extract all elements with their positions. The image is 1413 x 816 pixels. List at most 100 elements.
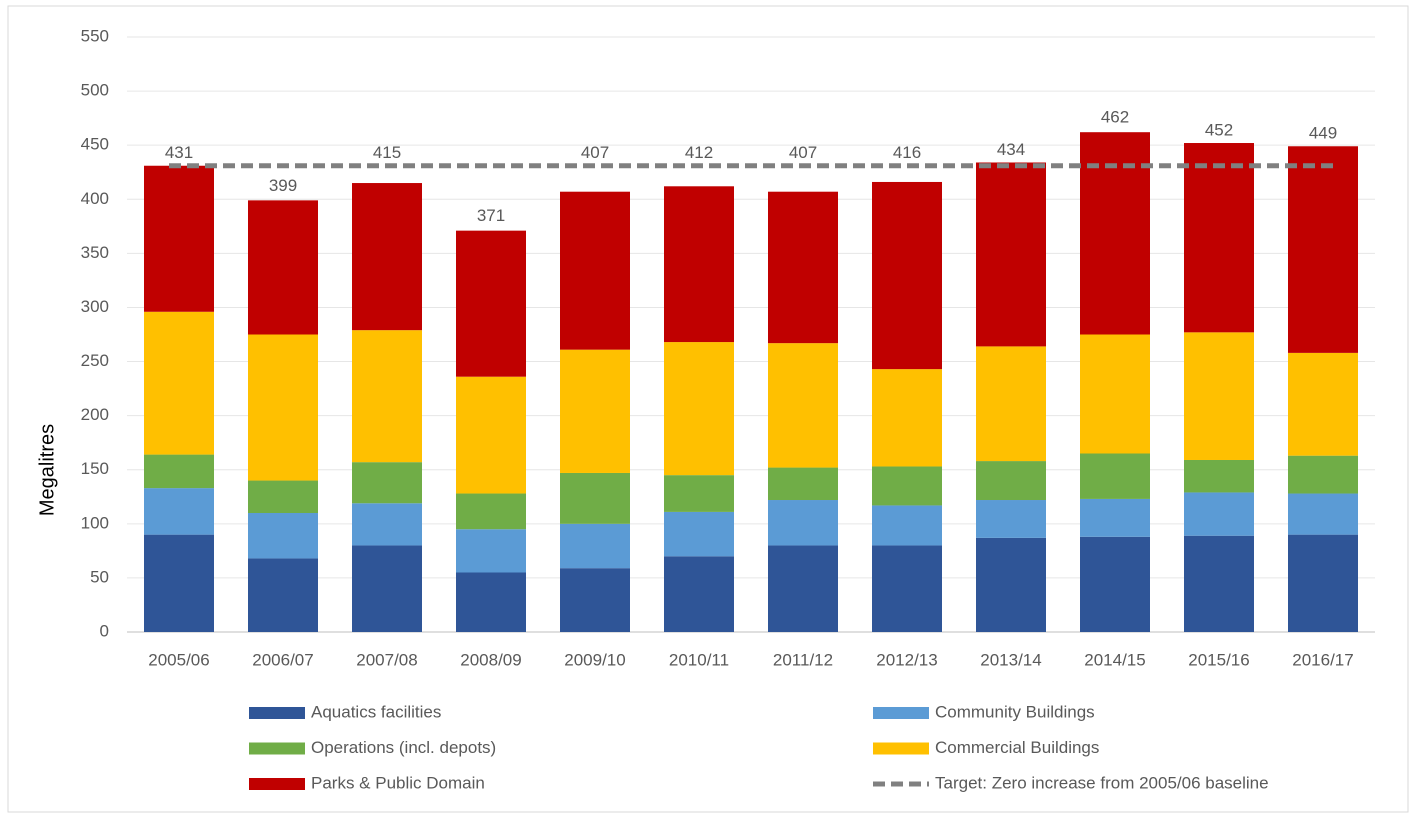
bar-segment — [1080, 132, 1150, 335]
bar-segment — [144, 165, 214, 312]
x-tick-label: 2010/11 — [669, 650, 729, 669]
bar-segment — [1288, 352, 1358, 456]
legend-label: Parks & Public Domain — [311, 773, 485, 792]
bar-segment — [248, 558, 318, 632]
bar-segment — [144, 454, 214, 489]
legend-swatch — [873, 707, 929, 719]
total-label: 449 — [1309, 124, 1337, 143]
y-tick-label: 350 — [81, 243, 109, 262]
total-label: 412 — [685, 143, 713, 162]
bar-segment — [768, 467, 838, 501]
y-tick-label: 300 — [81, 297, 109, 316]
bar-segment — [976, 461, 1046, 501]
y-tick-label: 150 — [81, 459, 109, 478]
bar-segment — [976, 500, 1046, 538]
bar-segment — [144, 488, 214, 535]
total-label: 452 — [1205, 121, 1233, 140]
total-label: 431 — [165, 143, 193, 162]
bar-segment — [1184, 492, 1254, 536]
total-label: 462 — [1101, 108, 1129, 127]
bar-segment — [872, 545, 942, 632]
total-label: 415 — [373, 143, 401, 162]
x-tick-label: 2014/15 — [1084, 650, 1145, 669]
bar-segment — [1288, 146, 1358, 353]
legend-swatch — [249, 707, 305, 719]
y-tick-label: 550 — [81, 26, 109, 45]
y-tick-label: 450 — [81, 135, 109, 154]
x-tick-label: 2016/17 — [1292, 650, 1353, 669]
bar-segment — [1080, 453, 1150, 499]
bar-segment — [456, 572, 526, 632]
bar-segment — [664, 342, 734, 476]
total-label: 416 — [893, 143, 921, 162]
x-tick-label: 2006/07 — [252, 650, 313, 669]
y-tick-label: 250 — [81, 351, 109, 370]
total-label: 399 — [269, 176, 297, 195]
bar-segment — [352, 462, 422, 504]
bar-segment — [248, 334, 318, 481]
y-axis-label: Megalitres — [36, 424, 58, 516]
legend-label: Target: Zero increase from 2005/06 basel… — [935, 773, 1269, 792]
bar-segment — [768, 545, 838, 632]
bar-segment — [768, 500, 838, 546]
bar-segment — [976, 162, 1046, 347]
total-label: 434 — [997, 140, 1025, 159]
bar-segment — [560, 472, 630, 524]
legend-swatch — [873, 742, 929, 755]
bar-segment — [664, 556, 734, 632]
bar-segment — [872, 466, 942, 506]
legend-swatch — [249, 742, 305, 755]
bar-segment — [560, 523, 630, 569]
bar-segment — [352, 183, 422, 331]
y-tick-label: 400 — [81, 189, 109, 208]
bar-segment — [560, 191, 630, 350]
bar-segment — [248, 513, 318, 559]
x-tick-label: 2008/09 — [460, 650, 521, 669]
legend-label: Commercial Buildings — [935, 738, 1099, 757]
bar-segment — [1080, 334, 1150, 454]
bar-segment — [248, 200, 318, 335]
y-tick-label: 500 — [81, 81, 109, 100]
bar-segment — [560, 349, 630, 473]
bar-segment — [872, 505, 942, 546]
bar-segment — [1080, 498, 1150, 537]
bar-segment — [768, 343, 838, 468]
y-tick-label: 50 — [90, 567, 109, 586]
bar-segment — [664, 475, 734, 512]
bar-segment — [456, 493, 526, 530]
bar-segment — [248, 480, 318, 513]
bar-segment — [1288, 455, 1358, 494]
legend-label: Aquatics facilities — [311, 702, 441, 721]
bar-segment — [144, 534, 214, 632]
bar-segment — [352, 330, 422, 463]
x-tick-label: 2012/13 — [876, 650, 937, 669]
bar-segment — [872, 369, 942, 467]
bar-segment — [1184, 535, 1254, 632]
bar-segment — [976, 346, 1046, 462]
bar-segment — [1288, 493, 1358, 535]
bar-segment — [664, 186, 734, 343]
bar-segment — [352, 545, 422, 632]
y-tick-label: 200 — [81, 405, 109, 424]
x-tick-label: 2013/14 — [980, 650, 1041, 669]
bar-segment — [1288, 534, 1358, 632]
bar-segment — [352, 503, 422, 546]
total-label: 407 — [789, 143, 817, 162]
legend-label: Operations (incl. depots) — [311, 738, 496, 757]
bar-segment — [976, 537, 1046, 632]
y-tick-label: 0 — [100, 621, 109, 640]
bar-segment — [664, 511, 734, 557]
legend-swatch — [249, 778, 305, 790]
bar-segment — [1184, 459, 1254, 493]
x-tick-label: 2015/16 — [1188, 650, 1249, 669]
bar-segment — [768, 191, 838, 344]
bar-segment — [456, 529, 526, 573]
bar-segment — [560, 568, 630, 632]
bar-segment — [1184, 143, 1254, 333]
bar-segment — [1184, 332, 1254, 460]
bar-segment — [872, 181, 942, 370]
y-tick-label: 100 — [81, 513, 109, 532]
legend-label: Community Buildings — [935, 702, 1095, 721]
bar-segment — [144, 311, 214, 455]
